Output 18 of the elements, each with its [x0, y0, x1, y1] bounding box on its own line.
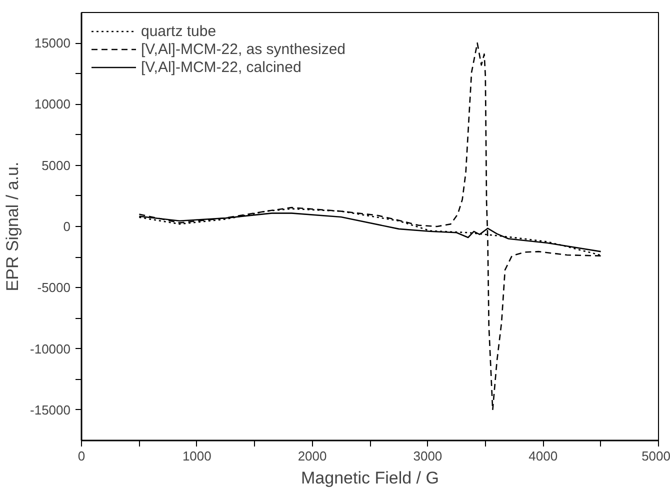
y-tick-label: 5000: [42, 158, 70, 173]
legend-label: [V,Al]-MCM-22, as synthesized: [141, 40, 346, 58]
legend-label: [V,Al]-MCM-22, calcined: [141, 58, 302, 76]
y-tick-label: -15000: [30, 402, 71, 418]
x-tick-label: 5000: [642, 448, 670, 464]
x-tick-label: 0: [78, 448, 86, 464]
x-tick-label: 4000: [528, 448, 558, 464]
y-tick-label: -5000: [37, 280, 70, 296]
x-tick-label: 3000: [413, 448, 442, 464]
y-tick-label: -10000: [30, 341, 71, 356]
x-axis-title: Magnetic Field / G: [301, 468, 439, 488]
y-tick-label: 10000: [34, 96, 71, 112]
legend-label: quartz tube: [141, 22, 216, 40]
y-axis-title: EPR Signal / a.u.: [3, 162, 22, 292]
y-tick-label: 15000: [34, 36, 71, 51]
y-tick-label: 0: [63, 219, 71, 234]
x-tick-label: 2000: [298, 448, 327, 464]
x-tick-label: 1000: [182, 448, 212, 464]
